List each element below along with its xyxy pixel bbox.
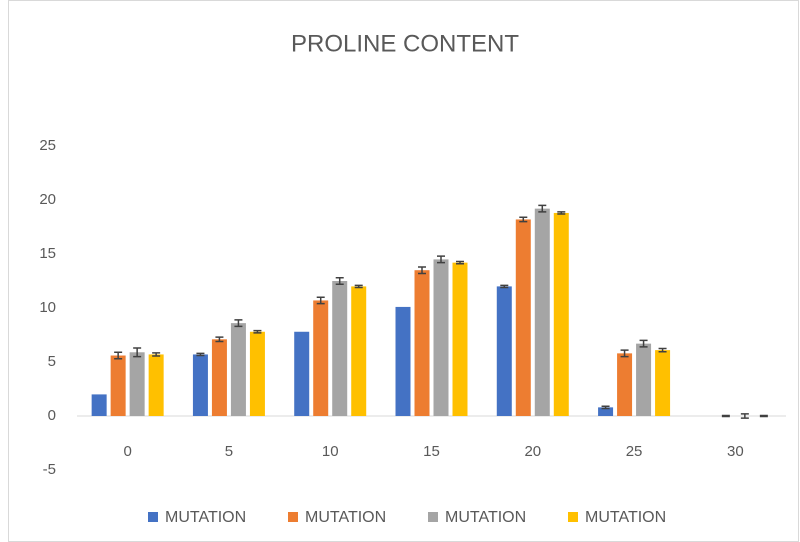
bar <box>414 270 430 416</box>
bar <box>313 300 329 416</box>
error-bar <box>721 414 730 418</box>
bar <box>433 259 449 416</box>
legend-label: MUTATION <box>585 509 666 526</box>
x-tick-label: 10 <box>322 443 339 460</box>
error-bar <box>557 211 566 215</box>
bar <box>129 352 145 416</box>
error-bar <box>253 329 262 334</box>
error-bar <box>215 336 224 343</box>
bar <box>110 355 126 416</box>
x-tick-label: 15 <box>423 443 440 460</box>
bar <box>617 353 633 416</box>
y-tick-label: 25 <box>39 137 56 154</box>
bar <box>534 208 550 416</box>
error-bar <box>114 351 123 360</box>
chart-frame <box>8 0 799 542</box>
error-bar <box>234 319 243 328</box>
bar <box>351 286 367 416</box>
error-bar <box>133 347 142 358</box>
error-bar <box>316 296 325 305</box>
error-bar <box>500 284 509 289</box>
error-bar <box>418 266 426 275</box>
error-bar <box>538 204 547 213</box>
bar <box>211 339 227 416</box>
error-bar <box>740 413 749 419</box>
legend-swatch <box>428 512 438 522</box>
bar <box>496 286 512 416</box>
legend-label: MUTATION <box>165 509 246 526</box>
error-bar <box>601 405 610 410</box>
y-tick-label: 10 <box>39 299 56 316</box>
error-bar <box>759 414 768 418</box>
bar <box>598 407 614 416</box>
error-bar <box>639 339 648 348</box>
y-tick-label: -5 <box>43 461 56 478</box>
error-bar <box>437 255 445 264</box>
legend-swatch <box>568 512 578 522</box>
legend-swatch <box>148 512 158 522</box>
error-bar <box>354 284 363 289</box>
y-tick-label: 0 <box>48 407 56 424</box>
bar <box>515 219 531 416</box>
bar <box>91 394 107 416</box>
legend-label: MUTATION <box>445 509 526 526</box>
y-tick-label: 5 <box>48 353 56 370</box>
bar <box>553 212 569 416</box>
bar <box>230 323 246 416</box>
error-bar <box>335 277 344 285</box>
legend-swatch <box>288 512 298 522</box>
x-tick-label: 5 <box>225 443 233 460</box>
bar <box>332 281 348 416</box>
error-bar <box>519 216 528 223</box>
bar <box>636 343 652 416</box>
bar <box>294 331 310 416</box>
y-tick-label: 15 <box>39 245 56 262</box>
error-bar <box>658 347 667 353</box>
bar <box>452 262 468 416</box>
error-bar <box>196 352 205 357</box>
bar <box>192 354 208 416</box>
error-bar <box>152 352 161 357</box>
x-tick-label: 30 <box>727 443 744 460</box>
chart-title: PROLINE CONTENT <box>291 30 519 57</box>
bar <box>395 306 411 416</box>
error-bar <box>456 260 464 265</box>
y-tick-label: 20 <box>39 191 56 208</box>
bar <box>249 331 265 416</box>
bar <box>655 350 671 416</box>
bar <box>148 354 164 416</box>
legend-label: MUTATION <box>305 509 386 526</box>
x-tick-label: 25 <box>626 443 643 460</box>
x-tick-label: 0 <box>123 443 131 460</box>
x-tick-label: 20 <box>524 443 541 460</box>
error-bar <box>620 349 629 358</box>
